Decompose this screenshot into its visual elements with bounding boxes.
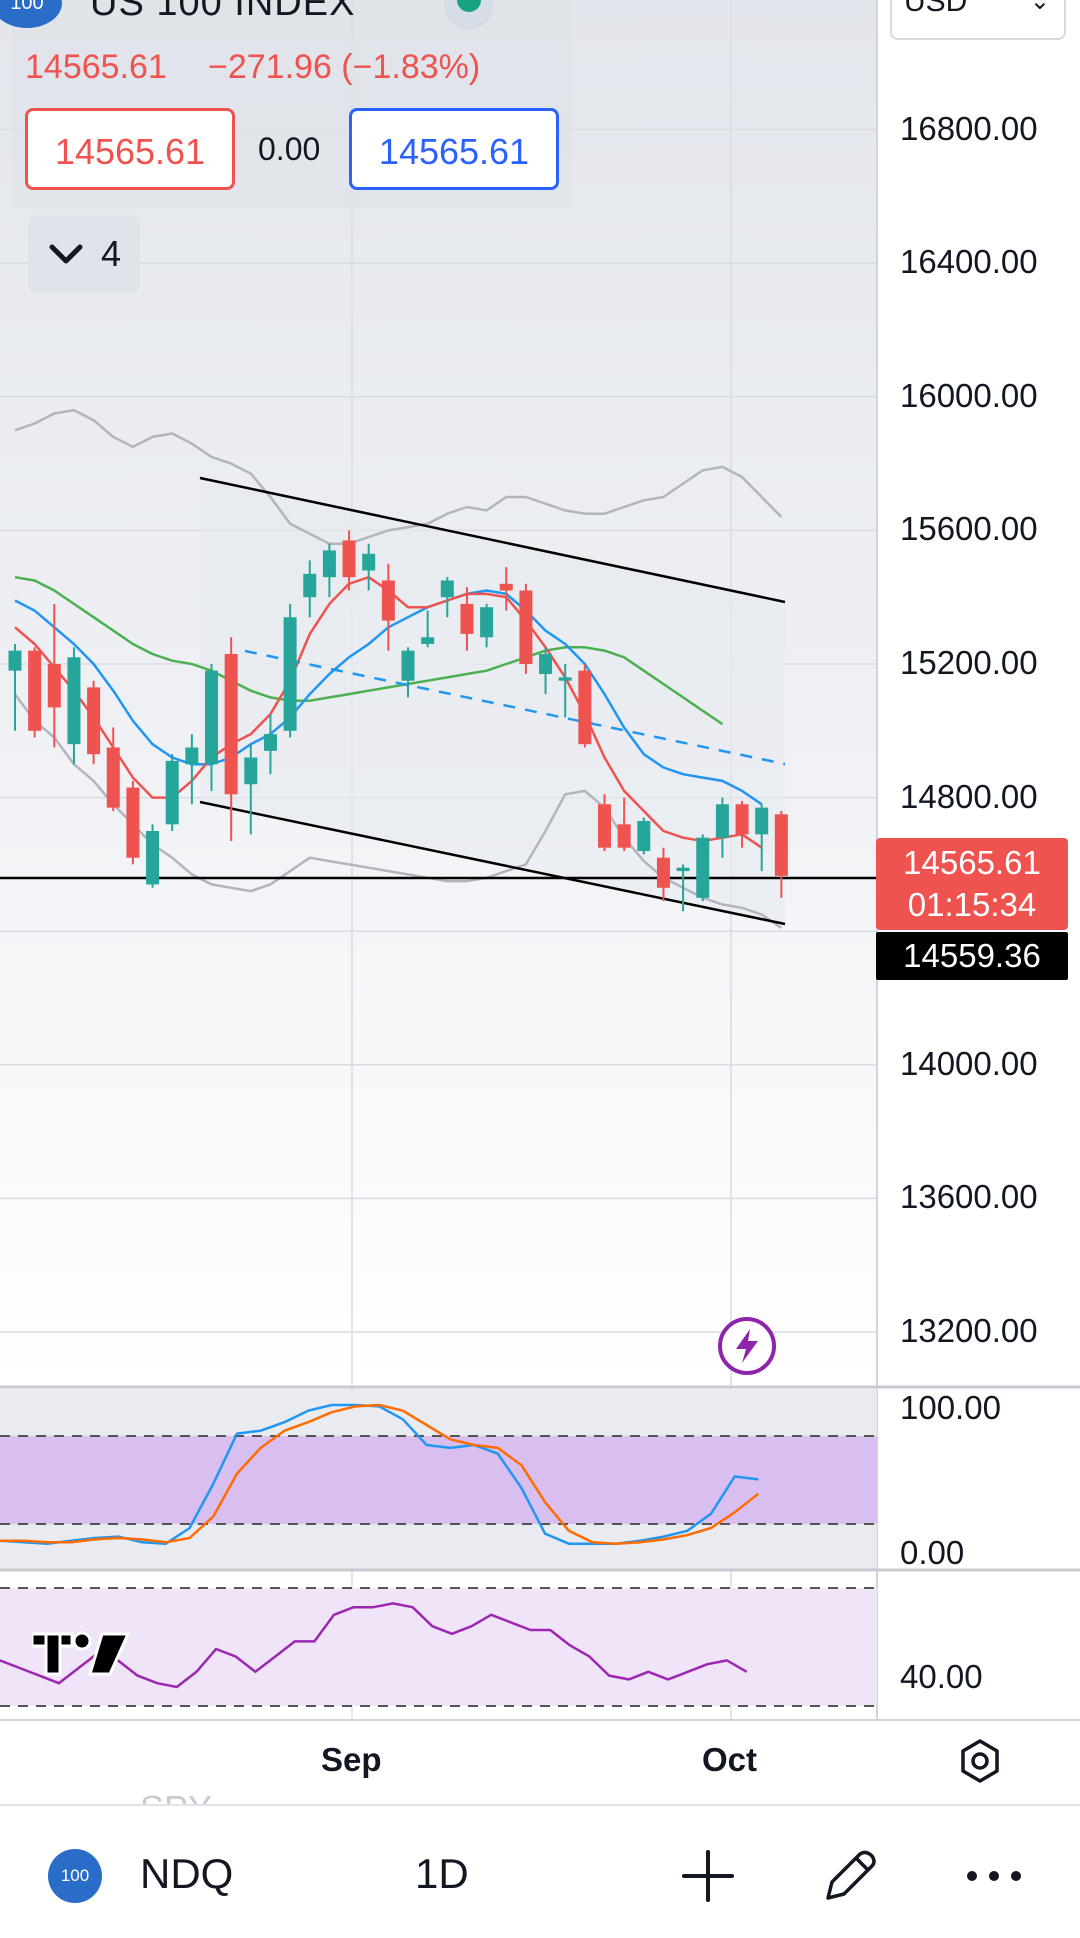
candle-body	[401, 650, 415, 681]
candle-body	[362, 553, 376, 571]
price-axis-label: 15200.00	[900, 644, 1038, 681]
sell-button[interactable]: 14565.61	[25, 108, 235, 190]
tradingview-logo-icon[interactable]	[32, 1624, 132, 1684]
candle-body	[637, 820, 651, 852]
candle-body	[519, 590, 533, 664]
rsi-axis-label-40: 40.00	[900, 1658, 983, 1695]
price-axis-label: 16800.00	[900, 109, 1038, 147]
candle-body	[735, 804, 749, 835]
candle-body	[381, 580, 395, 621]
chevron-down-icon	[49, 244, 83, 264]
currency-select[interactable]: USD ⌄	[890, 0, 1066, 40]
price-axis-label: 13600.00	[900, 1178, 1038, 1216]
candle-body	[87, 687, 101, 755]
candle-body	[558, 677, 572, 681]
candle-body	[460, 603, 474, 634]
indicator-count: 4	[101, 233, 122, 274]
chart-settings-icon[interactable]	[956, 1737, 1004, 1785]
candle-body	[755, 807, 769, 835]
chevron-down-icon: ⌄	[1029, 0, 1050, 15]
candle-body	[165, 760, 179, 825]
bollinger-lower-line	[13, 693, 783, 929]
candle-body	[421, 637, 435, 644]
price-axis-label: 14800.00	[900, 777, 1038, 815]
pencil-icon[interactable]	[820, 1846, 880, 1906]
candle-body	[283, 617, 297, 731]
candle-body	[617, 824, 631, 848]
candle-body	[224, 653, 238, 795]
candle-body	[67, 657, 81, 745]
stoch-axis-label-0: 0.00	[900, 1534, 965, 1571]
price-axis-label: 16400.00	[900, 243, 1038, 281]
legend-last-price: 14565.61	[25, 48, 167, 86]
candle-body	[146, 831, 160, 885]
interval-button[interactable]: 1D	[415, 1850, 469, 1897]
price-axis-label: 13200.00	[900, 1312, 1038, 1349]
time-axis-label-sep: Sep	[321, 1741, 382, 1778]
more-icon[interactable]	[964, 1846, 1024, 1906]
candle-body	[126, 787, 140, 858]
price-axis-background	[877, 0, 1080, 1385]
market-open-dot-icon	[457, 0, 481, 12]
price-axis-label: 16000.00	[900, 376, 1038, 414]
bottom-toolbar: 100 NDQ 1D	[0, 1804, 1080, 1938]
channel-midline	[244, 649, 786, 766]
buy-button[interactable]: 14565.61	[349, 108, 559, 190]
channel-fill	[200, 478, 785, 924]
channel-upper-trendline	[199, 476, 786, 604]
candle-body	[303, 573, 317, 598]
legend-price-change: −271.96 (−1.83%)	[208, 48, 481, 86]
stoch-axis-label-100: 100.00	[900, 1389, 1001, 1426]
candle-body	[715, 804, 729, 838]
symbol-title[interactable]: US 100 INDEX	[90, 0, 356, 24]
candle-body	[47, 664, 61, 708]
candle-body	[185, 747, 199, 765]
bar-countdown: 01:15:34	[907, 886, 1037, 923]
time-axis-label-oct: Oct	[702, 1741, 758, 1778]
spread-value: 0.00	[258, 131, 321, 167]
candle-body	[480, 607, 494, 638]
price-axis-label: 15600.00	[900, 510, 1038, 548]
candle-body	[578, 670, 592, 745]
candle-body	[205, 670, 218, 765]
currency-label: USD	[904, 0, 968, 18]
candle-body	[263, 734, 277, 751]
horizontal-level-tag: 14559.36	[876, 932, 1068, 980]
last-price-tag-value: 14565.61	[903, 844, 1041, 881]
plus-icon[interactable]	[678, 1846, 738, 1906]
candle-body	[598, 804, 611, 848]
price-axis-label: 14000.00	[900, 1044, 1038, 1082]
candle-body	[696, 837, 710, 898]
symbol-logo[interactable]: 100	[48, 1849, 102, 1903]
candle-body	[28, 650, 42, 731]
candle-body	[656, 857, 670, 888]
stoch-d-line	[0, 1403, 760, 1545]
indicators-toggle-button[interactable]: 4	[28, 215, 140, 293]
rsi-line	[0, 1602, 748, 1689]
candle-body	[676, 867, 690, 872]
candle-body	[440, 580, 454, 598]
candle-body	[244, 757, 258, 785]
lightning-icon[interactable]	[718, 1317, 776, 1375]
candle-body	[499, 583, 513, 591]
stoch-band-fill	[0, 1436, 877, 1524]
candle-body	[774, 814, 788, 876]
candle-body	[8, 650, 22, 671]
bollinger-upper-line	[14, 408, 783, 546]
rsi-band-fill	[0, 1588, 877, 1706]
last-price-tag: 14565.61 01:15:34	[876, 838, 1068, 930]
candle-body	[322, 550, 336, 578]
channel-lower-trendline	[199, 800, 786, 926]
candle-body	[539, 653, 553, 675]
candle-body	[342, 540, 356, 578]
candle-body	[106, 747, 120, 808]
symbol-search-button[interactable]: NDQ	[140, 1850, 234, 1897]
ema-slow-line	[14, 575, 724, 726]
